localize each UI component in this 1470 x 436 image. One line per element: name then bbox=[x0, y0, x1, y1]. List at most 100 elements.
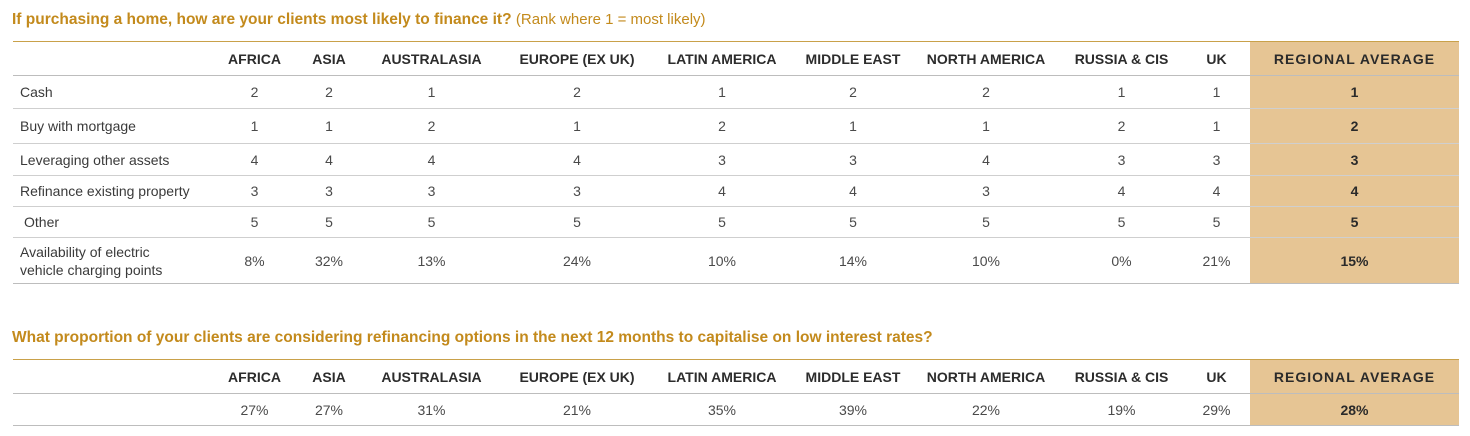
row-label: Availability of electric vehicle chargin… bbox=[13, 237, 210, 284]
table2-corner bbox=[13, 360, 210, 394]
table-cell: 5 bbox=[794, 206, 912, 238]
table-cell: 14% bbox=[794, 237, 912, 284]
table-row: Leveraging other assets 4 4 4 4 3 3 4 3 … bbox=[13, 143, 1459, 176]
col-header-uk: UK bbox=[1206, 368, 1227, 385]
table-cell: 1 bbox=[504, 108, 650, 144]
table-cell: 31% bbox=[359, 393, 504, 426]
col-header-regional-average: REGIONAL AVERAGE bbox=[1250, 359, 1459, 394]
row-label-line-1: Availability of electric bbox=[20, 243, 150, 260]
table-cell: 24% bbox=[504, 237, 650, 284]
col-header-asia: ASIA bbox=[312, 368, 346, 385]
table-cell: 1 bbox=[912, 108, 1060, 144]
table-cell: 10% bbox=[912, 237, 1060, 284]
table-cell: 5 bbox=[1183, 206, 1250, 238]
table-cell: 3 bbox=[299, 175, 359, 207]
table-cell: 2 bbox=[912, 75, 1060, 109]
col-header-europe: EUROPE (EX UK) bbox=[519, 368, 635, 385]
table-row: Availability of electric vehicle chargin… bbox=[13, 237, 1459, 284]
table2-title: What proportion of your clients are cons… bbox=[12, 329, 933, 347]
table-cell: 2 bbox=[504, 75, 650, 109]
regional-average-cell: 4 bbox=[1250, 175, 1459, 207]
table-cell: 22% bbox=[912, 393, 1060, 426]
table-row: Buy with mortgage 1 1 2 1 2 1 1 2 1 2 bbox=[13, 108, 1459, 144]
table-cell: 1 bbox=[299, 108, 359, 144]
regional-average-cell: 5 bbox=[1250, 206, 1459, 238]
table-cell: 19% bbox=[1060, 393, 1183, 426]
regional-average-cell: 2 bbox=[1250, 108, 1459, 144]
table-cell: 27% bbox=[299, 393, 359, 426]
table-cell: 3 bbox=[210, 175, 299, 207]
table1-title: If purchasing a home, how are your clien… bbox=[12, 11, 706, 29]
table-cell: 32% bbox=[299, 237, 359, 284]
table-row: Refinance existing property 3 3 3 3 4 4 … bbox=[13, 175, 1459, 207]
col-header-middle-east: MIDDLE EAST bbox=[805, 368, 901, 385]
table-cell: 5 bbox=[650, 206, 794, 238]
col-header-regional-average: REGIONAL AVERAGE bbox=[1250, 41, 1459, 76]
table-cell: 35% bbox=[650, 393, 794, 426]
table-cell: 2 bbox=[299, 75, 359, 109]
col-header-middle-east: MIDDLE EAST bbox=[805, 50, 901, 67]
table-cell: 3 bbox=[794, 143, 912, 176]
finance-rank-table: AFRICA ASIA AUSTRALASIA EUROPE (EX UK) L… bbox=[13, 41, 1459, 284]
refinancing-proportion-table: AFRICA ASIA AUSTRALASIA EUROPE (EX UK) L… bbox=[13, 359, 1459, 426]
table-cell: 0% bbox=[1060, 237, 1183, 284]
table2-title-text: What proportion of your clients are cons… bbox=[12, 329, 933, 346]
col-header-australasia: AUSTRALASIA bbox=[381, 368, 482, 385]
table-cell: 4 bbox=[912, 143, 1060, 176]
row-label: Other bbox=[13, 206, 210, 238]
regional-average-cell: 15% bbox=[1250, 237, 1459, 284]
table-cell: 2 bbox=[650, 108, 794, 144]
col-header-africa: AFRICA bbox=[228, 50, 281, 67]
table-cell: 4 bbox=[794, 175, 912, 207]
table1-subtitle: (Rank where 1 = most likely) bbox=[515, 11, 706, 28]
col-header-europe: EUROPE (EX UK) bbox=[519, 50, 635, 67]
table-cell: 2 bbox=[794, 75, 912, 109]
table-cell: 3 bbox=[650, 143, 794, 176]
col-header-uk: UK bbox=[1206, 50, 1227, 67]
row-label: Buy with mortgage bbox=[13, 108, 210, 144]
table-cell: 5 bbox=[1060, 206, 1183, 238]
col-header-asia: ASIA bbox=[312, 50, 346, 67]
regional-average-cell: 3 bbox=[1250, 143, 1459, 176]
table-cell: 5 bbox=[504, 206, 650, 238]
table-cell: 3 bbox=[1183, 143, 1250, 176]
table-row: Cash 2 2 1 2 1 2 2 1 1 1 bbox=[13, 75, 1459, 109]
row-label: Leveraging other assets bbox=[13, 143, 210, 176]
row-label: Refinance existing property bbox=[13, 175, 210, 207]
table-cell: 4 bbox=[299, 143, 359, 176]
regional-average-cell: 28% bbox=[1250, 393, 1459, 426]
table-cell: 8% bbox=[210, 237, 299, 284]
table-cell: 3 bbox=[912, 175, 1060, 207]
col-header-russia-cis: RUSSIA & CIS bbox=[1074, 50, 1169, 67]
table-cell: 4 bbox=[210, 143, 299, 176]
table-cell: 5 bbox=[912, 206, 1060, 238]
table-row: Other 5 5 5 5 5 5 5 5 5 5 bbox=[13, 206, 1459, 238]
col-header-australasia: AUSTRALASIA bbox=[381, 50, 482, 67]
col-header-latin-america: LATIN AMERICA bbox=[667, 50, 777, 67]
table1-title-text: If purchasing a home, how are your clien… bbox=[12, 11, 512, 28]
col-header-north-america: NORTH AMERICA bbox=[926, 368, 1046, 385]
col-header-north-america: NORTH AMERICA bbox=[926, 50, 1046, 67]
table-cell: 10% bbox=[650, 237, 794, 284]
regional-average-cell: 1 bbox=[1250, 75, 1459, 109]
table-cell: 5 bbox=[299, 206, 359, 238]
table-row: 27% 27% 31% 21% 35% 39% 22% 19% 29% 28% bbox=[13, 393, 1459, 426]
table-cell: 4 bbox=[504, 143, 650, 176]
table-cell: 21% bbox=[1183, 237, 1250, 284]
table1-header-row: AFRICA ASIA AUSTRALASIA EUROPE (EX UK) L… bbox=[13, 41, 1459, 76]
table-cell: 5 bbox=[210, 206, 299, 238]
table-cell: 13% bbox=[359, 237, 504, 284]
row-label: Cash bbox=[13, 75, 210, 109]
table-cell: 1 bbox=[1183, 75, 1250, 109]
col-header-latin-america: LATIN AMERICA bbox=[667, 368, 777, 385]
table-cell: 3 bbox=[359, 175, 504, 207]
table-cell: 4 bbox=[1060, 175, 1183, 207]
table-cell: 5 bbox=[359, 206, 504, 238]
table-cell: 4 bbox=[650, 175, 794, 207]
table1-corner bbox=[13, 42, 210, 76]
table-cell: 2 bbox=[359, 108, 504, 144]
col-header-russia-cis: RUSSIA & CIS bbox=[1074, 368, 1169, 385]
table-cell: 29% bbox=[1183, 393, 1250, 426]
col-header-africa: AFRICA bbox=[228, 368, 281, 385]
table-cell: 27% bbox=[210, 393, 299, 426]
